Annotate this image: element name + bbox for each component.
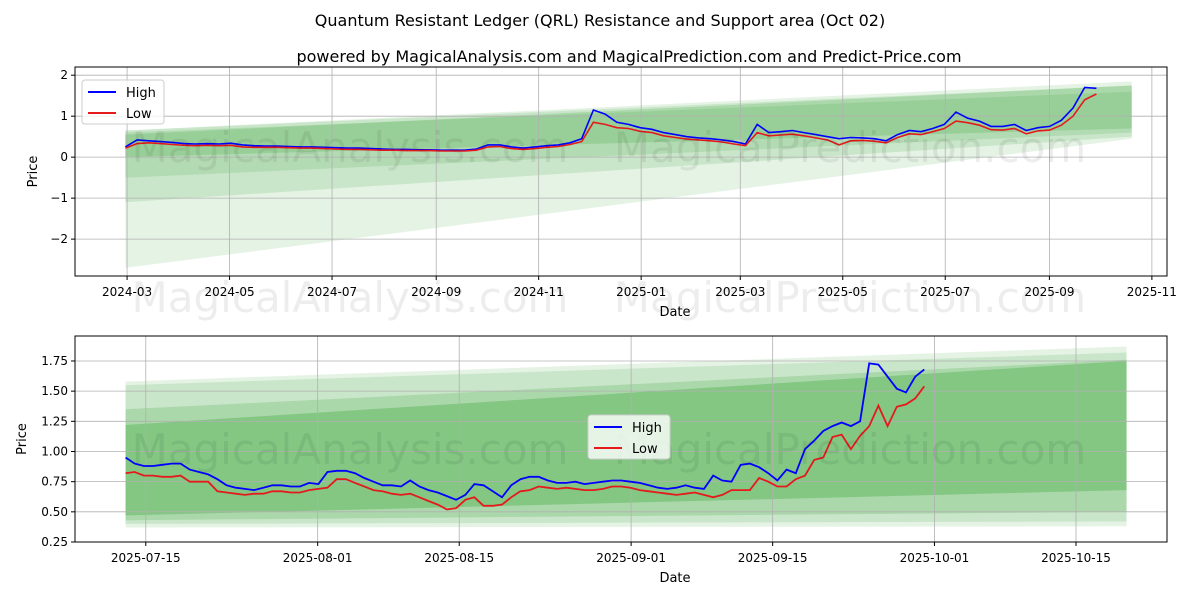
axes-frame bbox=[74, 335, 1168, 543]
x-tick-label: 2025-09-01 bbox=[596, 551, 666, 565]
watermark: MagicalPrediction.com bbox=[614, 425, 1087, 474]
x-tick-label: 2025-09-15 bbox=[738, 551, 808, 565]
y-tick-label: 1 bbox=[60, 109, 68, 123]
watermark: MagicalAnalysis.com bbox=[132, 123, 569, 172]
x-axis-label: Date bbox=[659, 571, 690, 586]
y-tick-label: 0.75 bbox=[41, 475, 68, 489]
legend-label-high: High bbox=[126, 86, 156, 101]
legend-label-high: High bbox=[632, 421, 662, 436]
x-tick-label: 2024-11 bbox=[514, 285, 564, 299]
x-tick-label: 2024-03 bbox=[102, 285, 152, 299]
series-line-low bbox=[125, 93, 1097, 152]
watermark: MagicalPrediction.com bbox=[614, 273, 1087, 322]
support-resistance-band bbox=[125, 85, 1132, 158]
x-tick-label: 2025-11 bbox=[1127, 285, 1177, 299]
y-tick-label: 0 bbox=[60, 150, 68, 164]
x-tick-label: 2025-01 bbox=[616, 285, 666, 299]
x-tick-label: 2025-09 bbox=[1024, 285, 1074, 299]
x-tick-label: 2025-10-01 bbox=[900, 551, 970, 565]
series-line-high bbox=[125, 362, 925, 501]
legend-label-low: Low bbox=[632, 442, 658, 457]
x-tick-label: 2025-08-01 bbox=[283, 551, 353, 565]
y-tick-label: 1.25 bbox=[41, 414, 68, 428]
y-tick-label: 0.50 bbox=[41, 505, 68, 519]
x-tick-label: 2024-09 bbox=[411, 285, 461, 299]
y-tick-label: 0.25 bbox=[41, 535, 68, 549]
y-tick-label: 1.00 bbox=[41, 444, 68, 458]
y-tick-label: 1.75 bbox=[41, 354, 68, 368]
x-tick-label: 2024-07 bbox=[307, 285, 357, 299]
plot-area bbox=[75, 67, 1167, 276]
top-chart: MagicalAnalysis.com MagicalPrediction.com… bbox=[26, 66, 1177, 322]
watermark: MagicalAnalysis.com bbox=[132, 273, 569, 322]
x-tick-label: 2024-05 bbox=[204, 285, 254, 299]
chart-title: Quantum Resistant Ledger (QRL) Resistanc… bbox=[315, 11, 885, 30]
axes-frame bbox=[74, 66, 1168, 277]
x-tick-label: 2025-03 bbox=[715, 285, 765, 299]
support-resistance-band bbox=[125, 91, 1132, 178]
legend-label-low: Low bbox=[126, 107, 152, 122]
x-tick-label: 2025-10-15 bbox=[1041, 551, 1111, 565]
bottom-chart: MagicalAnalysis.com MagicalPrediction.com… bbox=[15, 335, 1168, 586]
support-resistance-band bbox=[125, 85, 1132, 203]
y-tick-label: −2 bbox=[50, 232, 68, 246]
legend: High Low bbox=[587, 414, 671, 460]
x-tick-label: 2025-08-15 bbox=[424, 551, 494, 565]
chart-subtitle: powered by MagicalAnalysis.com and Magic… bbox=[296, 47, 961, 66]
watermark: MagicalPrediction.com bbox=[614, 123, 1087, 172]
watermark: MagicalAnalysis.com bbox=[132, 425, 569, 474]
series-line-low bbox=[125, 385, 926, 511]
support-resistance-band bbox=[125, 81, 1132, 268]
x-tick-label: 2025-05 bbox=[818, 285, 868, 299]
y-tick-label: 1.50 bbox=[41, 384, 68, 398]
y-tick-label: −1 bbox=[50, 191, 68, 205]
x-tick-label: 2025-07-15 bbox=[111, 551, 181, 565]
y-tick-label: 2 bbox=[60, 68, 68, 82]
x-axis-label: Date bbox=[659, 305, 690, 320]
series-line-high bbox=[124, 86, 1097, 151]
x-tick-label: 2025-07 bbox=[920, 285, 970, 299]
y-axis-label: Price bbox=[26, 156, 41, 188]
legend: High Low bbox=[81, 79, 165, 125]
y-axis-label: Price bbox=[15, 423, 30, 455]
